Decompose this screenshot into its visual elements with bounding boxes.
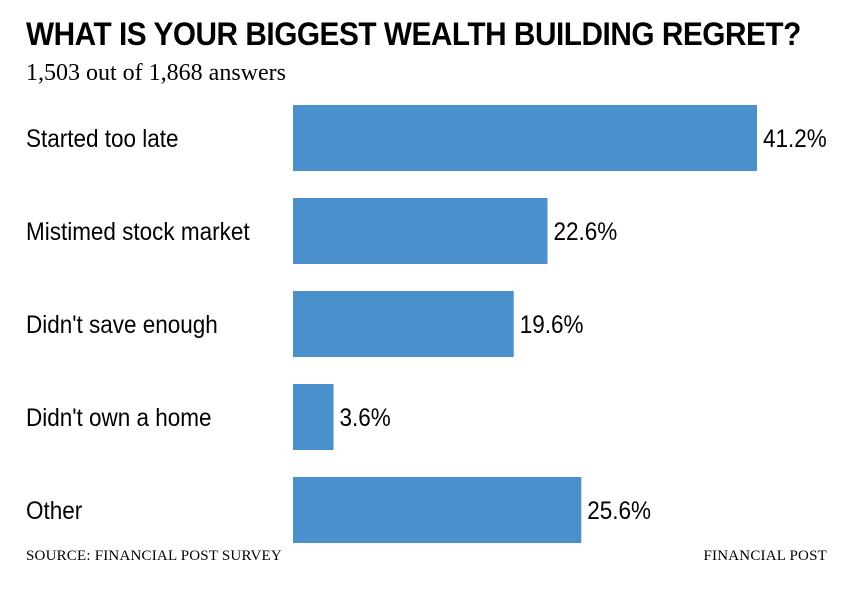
value-label: 25.6%	[587, 497, 651, 525]
value-label: 22.6%	[554, 218, 618, 246]
source-note: SOURCE: FINANCIAL POST SURVEY	[26, 548, 282, 564]
category-label: Didn't own a home	[26, 404, 212, 432]
brand-credit: FINANCIAL POST	[703, 548, 827, 564]
bar	[293, 291, 514, 357]
bar	[293, 477, 582, 543]
value-label: 41.2%	[763, 125, 827, 153]
chart-title: WHAT IS YOUR BIGGEST WEALTH BUILDING REG…	[26, 16, 801, 52]
category-label: Other	[26, 497, 82, 525]
bar	[293, 105, 757, 171]
category-label: Started too late	[26, 125, 178, 153]
value-label: 19.6%	[520, 311, 584, 339]
category-label: Mistimed stock market	[26, 218, 250, 246]
chart-subtitle: 1,503 out of 1,868 answers	[26, 60, 286, 86]
category-label: Didn't save enough	[26, 311, 218, 339]
bar	[293, 384, 334, 450]
bar	[293, 198, 548, 264]
value-label: 3.6%	[340, 404, 391, 432]
